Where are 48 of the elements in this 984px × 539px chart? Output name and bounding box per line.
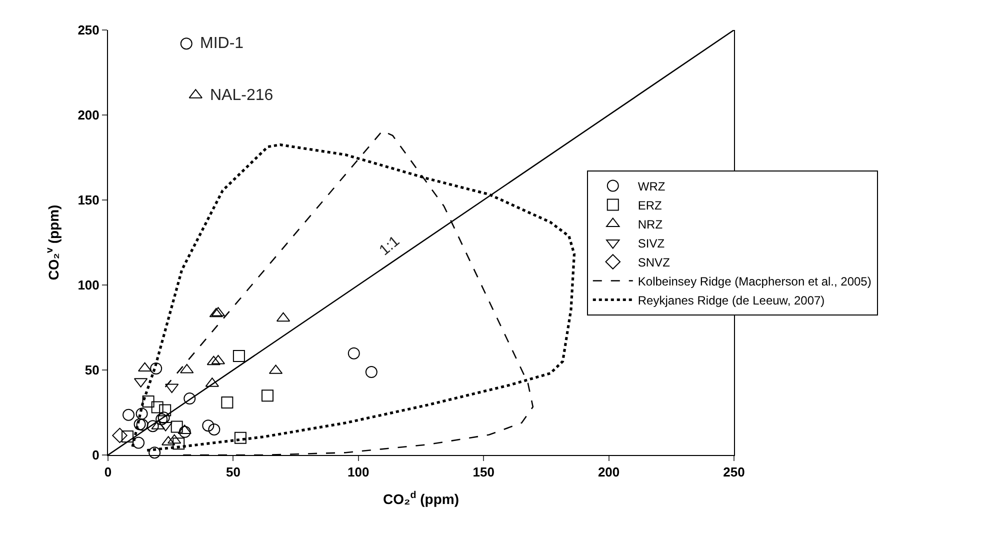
annotation: 1:1 [376,232,404,260]
y-tick-label: 100 [78,278,100,293]
x-tick-label: 100 [348,464,370,480]
legend-label: NRZ [638,217,663,232]
legend-label: WRZ [638,179,666,194]
point [151,401,164,414]
point [132,436,145,449]
point [208,424,220,436]
annotation: MID-1 [200,35,244,52]
point [184,392,196,405]
x-axis-title: CO₂$^{d}$ (ppm) [383,490,459,507]
y-tick-label: 150 [78,192,100,208]
point [136,408,148,420]
point [170,420,183,433]
x-tick-label: 50 [226,464,240,480]
x-tick-label: 250 [723,464,745,480]
point [262,390,274,402]
point [221,396,234,408]
y-tick-label: 50 [84,362,100,378]
y-tick-label: 200 [78,108,100,123]
legend-label: ERZ [638,198,662,212]
point [159,404,172,416]
point [122,430,134,442]
point [202,420,214,432]
point [232,350,245,362]
point [348,347,360,360]
point [148,446,161,459]
x-tick-label: 200 [598,464,620,480]
y-tick-label: 0 [92,448,100,463]
point [134,418,146,430]
point [122,408,135,421]
annotation: NAL-216 [210,87,274,104]
point [146,420,159,432]
point [168,434,182,444]
point [234,432,246,444]
point [365,366,378,378]
x-tick-label: 150 [472,464,494,480]
point [142,395,154,408]
legend-label: Kolbeinsey Ridge (Macpherson et al., 2005) [638,274,872,288]
y-tick-label: 250 [78,22,100,38]
point [150,362,162,374]
legend-label: SNVZ [638,255,670,270]
legend-label: SIVZ [638,236,665,250]
legend-label: Reykjanes Ridge (de Leeuw, 2007) [638,293,825,308]
point [178,426,191,438]
point [172,438,185,450]
x-tick-label: 0 [104,464,112,480]
point [112,428,128,444]
